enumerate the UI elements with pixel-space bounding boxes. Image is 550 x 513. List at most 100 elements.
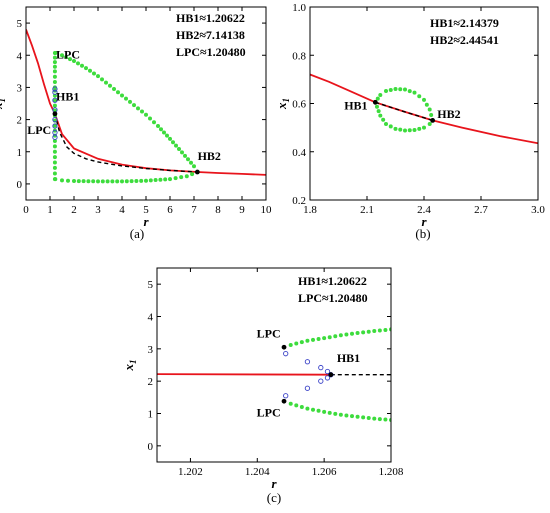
stable-cycle-point — [52, 69, 57, 74]
stable-cycle-point — [86, 179, 91, 184]
y-tick-label: 5 — [148, 279, 154, 291]
stable-equilibrium-line — [26, 29, 266, 176]
unstable-cycle-point — [52, 123, 58, 129]
bifurcation-point — [372, 99, 378, 105]
x-axis-label: r — [421, 214, 427, 229]
stable-cycle-point — [299, 405, 304, 410]
y-tick-label: 0.2 — [292, 195, 306, 207]
x-tick-label: 1.202 — [178, 466, 203, 478]
stable-cycle-point — [105, 179, 110, 184]
x-tick-label: 3 — [95, 204, 101, 216]
stable-cycle-point — [115, 179, 120, 184]
stable-cycle-point — [366, 329, 371, 334]
stable-cycle-point — [384, 122, 388, 127]
stable-cycle-point — [333, 411, 338, 416]
y-tick-label: 0.4 — [292, 147, 306, 159]
unstable-cycle-point — [283, 351, 289, 357]
stable-cycle-point — [403, 87, 407, 92]
stable-cycle-point — [338, 333, 343, 338]
parameter-annotation: HB2≈2.44541 — [430, 33, 499, 47]
stable-cycle-point — [129, 179, 134, 184]
stable-cycle-point — [322, 336, 327, 341]
parameter-annotation: HB1≈1.20622 — [298, 274, 367, 288]
stable-cycle-point — [407, 128, 412, 133]
x-tick-label: 2.1 — [360, 204, 374, 216]
stable-cycle-point — [104, 80, 108, 85]
stable-cycle-point — [81, 179, 86, 184]
stable-cycle-point — [393, 87, 398, 92]
stable-cycle-point — [72, 179, 76, 184]
stable-cycle-point — [144, 178, 148, 183]
stable-cycle-point — [381, 117, 386, 122]
stable-cycle-point — [288, 342, 293, 347]
stable-cycle-point — [350, 414, 354, 419]
stable-cycle-point — [52, 160, 57, 165]
stable-cycle-point — [361, 330, 366, 335]
stable-cycle-point — [168, 177, 172, 182]
x-tick-label: 3.0 — [531, 204, 545, 216]
x-tick-label: 9 — [239, 204, 245, 216]
stable-cycle-point — [355, 414, 360, 419]
stable-cycle-point — [338, 412, 343, 417]
stable-cycle-point — [376, 109, 381, 114]
stable-cycle-point — [344, 332, 349, 337]
stable-cycle-point — [377, 328, 382, 333]
stable-cycle-point — [398, 87, 403, 92]
x-tick-label: 2 — [71, 204, 77, 216]
y-tick-label: 0.8 — [292, 50, 306, 62]
stable-cycle-point — [84, 66, 88, 71]
stable-cycle-point — [52, 98, 57, 103]
plot-area-a — [26, 29, 266, 184]
stable-cycle-point — [417, 94, 422, 99]
y-tick-label: 3 — [148, 344, 154, 356]
stable-cycle-point — [412, 128, 417, 133]
unstable-equilibrium-line — [54, 113, 198, 173]
stable-cycle-point — [294, 341, 299, 346]
stable-cycle-point — [76, 179, 81, 184]
stable-cycle-point — [294, 403, 299, 408]
stable-cycle-point — [88, 68, 92, 73]
x-tick-label: 2.7 — [474, 204, 488, 216]
stable-cycle-point — [112, 87, 116, 92]
stable-cycle-point — [68, 57, 72, 62]
stable-cycle-point — [190, 172, 195, 177]
panel-a: 012345678910012345rx1LPCHB1LPCHB2HB1≈1.2… — [0, 6, 272, 241]
bifurcation-point — [328, 372, 334, 378]
stable-cycle-point — [378, 93, 383, 98]
stable-cycle-point — [305, 338, 310, 343]
unstable-cycle-point — [52, 86, 58, 92]
stable-cycle-point — [152, 120, 156, 125]
stable-cycle-point — [177, 147, 181, 152]
stable-cycle-point — [60, 178, 64, 183]
y-tick-label: 0 — [148, 441, 154, 453]
stable-cycle-point — [424, 102, 429, 107]
bifurcation-point — [281, 398, 287, 404]
unstable-cycle-point — [52, 116, 58, 123]
x-tick-label: 4 — [119, 204, 125, 216]
stable-cycle-point — [52, 85, 57, 90]
stable-cycle-point — [327, 410, 332, 415]
stable-cycle-point — [393, 126, 398, 131]
unstable-cycle-point — [304, 359, 311, 365]
stable-cycle-point — [92, 71, 96, 76]
stable-cycle-point — [52, 50, 57, 55]
stable-cycle-point — [374, 104, 379, 109]
panel-caption: (b) — [415, 226, 430, 241]
unstable-cycle-point — [283, 393, 289, 399]
stable-cycle-point — [305, 406, 310, 411]
stable-cycle-point — [168, 136, 172, 141]
point-label: LPC — [257, 406, 281, 420]
stable-cycle-point — [52, 64, 57, 69]
x-tick-label: 5 — [143, 204, 149, 216]
stable-cycle-point — [422, 97, 426, 102]
stable-cycle-point — [180, 150, 184, 155]
panel-c: 1.202 1.204 1.206 1.208 0 1 2 3 4 5 r x1 LPC HB1 LPC HB… — [121, 267, 404, 505]
stable-cycle-point — [148, 178, 153, 183]
y-axis-label: x1 — [0, 98, 7, 110]
stable-cycle-point — [189, 160, 193, 165]
parameter-annotation: HB1≈2.14379 — [430, 16, 499, 30]
y-axis-label: x1 — [274, 98, 291, 110]
stable-cycle-point — [429, 112, 434, 117]
stable-cycle-point — [422, 125, 426, 130]
stable-cycle-point — [116, 90, 120, 95]
